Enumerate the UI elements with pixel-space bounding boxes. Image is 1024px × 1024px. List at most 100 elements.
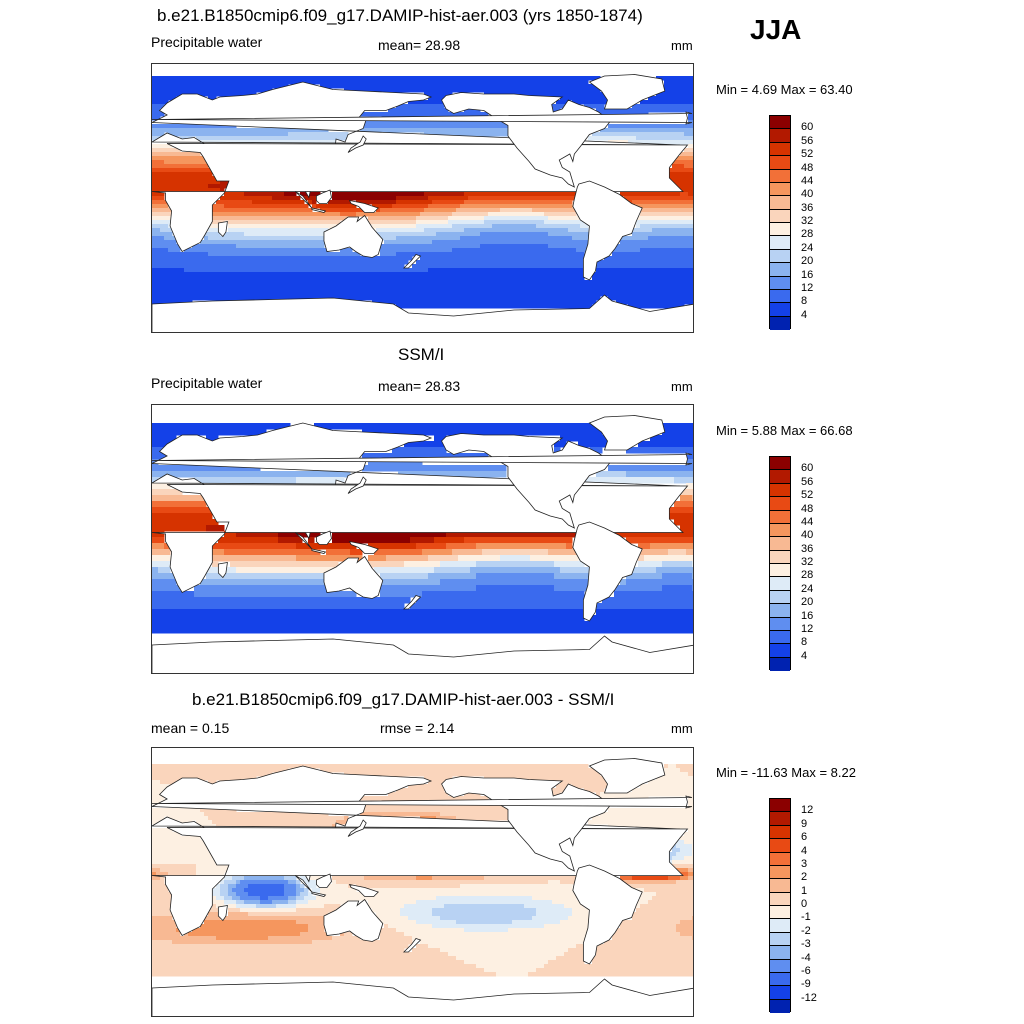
coastline bbox=[588, 415, 666, 451]
colorbar-swatch bbox=[770, 289, 790, 304]
colorbar-swatch bbox=[770, 932, 790, 947]
panel2-field-label: Precipitable water bbox=[151, 375, 263, 391]
panel1-units: mm bbox=[671, 38, 693, 53]
colorbar-tick-label: 12 bbox=[801, 281, 814, 294]
coastline bbox=[572, 180, 643, 281]
panel2-map-svg bbox=[152, 415, 693, 673]
colorbar-tick-label: -12 bbox=[801, 991, 817, 1004]
panel2-title: SSM/I bbox=[398, 345, 445, 364]
panel3-units: mm bbox=[671, 721, 693, 736]
colorbar-tick-label: 0 bbox=[801, 898, 808, 910]
coastline bbox=[348, 540, 379, 554]
colorbar-tick-label: -1 bbox=[801, 911, 811, 924]
colorbar-tick-label: 28 bbox=[801, 569, 814, 582]
coastline bbox=[347, 476, 367, 494]
colorbar-tick-label: 48 bbox=[801, 502, 814, 515]
colorbar-tick-label: -4 bbox=[801, 951, 811, 964]
colorbar-swatch bbox=[770, 644, 790, 658]
colorbar-swatch bbox=[770, 142, 790, 157]
colorbar-swatch bbox=[770, 223, 790, 237]
colorbar-swatch bbox=[770, 604, 790, 618]
colorbar-swatch bbox=[770, 182, 790, 197]
colorbar-swatch bbox=[770, 812, 790, 826]
colorbar-tick-label: 20 bbox=[801, 255, 814, 268]
colorbar-tick-label: 3 bbox=[801, 857, 808, 870]
colorbar-tick-label: 28 bbox=[801, 228, 814, 241]
colorbar-tick-label: 44 bbox=[801, 174, 814, 187]
colorbar-tick-label: 48 bbox=[801, 161, 814, 174]
coastline bbox=[572, 864, 643, 965]
coastline bbox=[572, 521, 643, 622]
colorbar-swatch bbox=[770, 986, 790, 1000]
colorbar-tick-label: 20 bbox=[801, 596, 814, 609]
colorbar-swatch bbox=[770, 865, 790, 880]
colorbar-swatch bbox=[770, 169, 790, 183]
colorbar-swatch bbox=[770, 892, 790, 906]
coastline bbox=[588, 74, 666, 110]
colorbar-tick-label: -9 bbox=[801, 978, 811, 991]
panel1-field-label: Precipitable water bbox=[151, 34, 263, 50]
panel2-colorbar bbox=[769, 456, 791, 671]
colorbar-swatch bbox=[770, 263, 790, 277]
coastline bbox=[316, 189, 332, 204]
colorbar-swatch bbox=[770, 946, 790, 960]
coastline bbox=[152, 111, 693, 125]
colorbar-swatch bbox=[770, 276, 790, 290]
colorbar-tick-label: 1 bbox=[801, 884, 808, 897]
colorbar-tick-label: -6 bbox=[801, 964, 811, 977]
coastline bbox=[295, 875, 313, 893]
coastline bbox=[311, 207, 327, 213]
panel2-mean-label: mean= 28.83 bbox=[378, 378, 461, 394]
coastline bbox=[402, 254, 422, 269]
colorbar-tick-label: 8 bbox=[801, 636, 808, 649]
colorbar-swatch bbox=[770, 825, 790, 840]
colorbar-swatch bbox=[770, 972, 790, 987]
coastline bbox=[323, 555, 384, 599]
coastline bbox=[217, 221, 228, 238]
coastline bbox=[152, 978, 693, 1016]
coastline bbox=[152, 294, 693, 332]
coastline bbox=[152, 452, 693, 466]
panel3-map bbox=[151, 747, 694, 1017]
colorbar-tick-label: 56 bbox=[801, 475, 814, 488]
panel3-minmax: Min = -11.63 Max = 8.22 bbox=[716, 765, 856, 780]
colorbar-swatch bbox=[770, 919, 790, 933]
coastline bbox=[347, 819, 367, 837]
colorbar-swatch bbox=[770, 799, 790, 813]
colorbar-swatch bbox=[770, 999, 790, 1013]
panel2-minmax: Min = 5.88 Max = 66.68 bbox=[716, 423, 853, 438]
colorbar-swatch bbox=[770, 483, 790, 498]
colorbar-tick-label: 60 bbox=[801, 462, 814, 475]
coastline bbox=[316, 873, 332, 888]
coastline bbox=[402, 595, 422, 610]
panel3-rmse-label: rmse = 2.14 bbox=[380, 720, 455, 736]
colorbar-tick-label: 40 bbox=[801, 188, 814, 201]
colorbar-swatch bbox=[770, 457, 790, 471]
colorbar-tick-label: 4 bbox=[801, 308, 808, 321]
colorbar-swatch bbox=[770, 249, 790, 264]
colorbar-swatch bbox=[770, 630, 790, 645]
colorbar-swatch bbox=[770, 523, 790, 538]
colorbar-swatch bbox=[770, 156, 790, 170]
colorbar-tick-label: 16 bbox=[801, 268, 814, 281]
colorbar-swatch bbox=[770, 497, 790, 511]
colorbar-swatch bbox=[770, 959, 790, 973]
coastline bbox=[311, 548, 327, 554]
colorbar-tick-label: 52 bbox=[801, 148, 814, 161]
coastline bbox=[152, 795, 693, 809]
coastline bbox=[295, 532, 313, 550]
panel1-minmax: Min = 4.69 Max = 63.40 bbox=[716, 82, 853, 97]
colorbar-tick-label: 24 bbox=[801, 582, 814, 595]
colorbar-tick-label: 9 bbox=[801, 817, 808, 830]
colorbar-swatch bbox=[770, 116, 790, 130]
colorbar-swatch bbox=[770, 303, 790, 317]
panel2-map bbox=[151, 404, 694, 674]
panel3-colorbar bbox=[769, 798, 791, 1013]
colorbar-tick-label: 2 bbox=[801, 871, 808, 884]
coastline bbox=[311, 891, 327, 897]
colorbar-swatch bbox=[770, 236, 790, 250]
colorbar-swatch bbox=[770, 564, 790, 578]
colorbar-swatch bbox=[770, 316, 790, 330]
colorbar-tick-label: -2 bbox=[801, 924, 811, 937]
colorbar-swatch bbox=[770, 470, 790, 484]
